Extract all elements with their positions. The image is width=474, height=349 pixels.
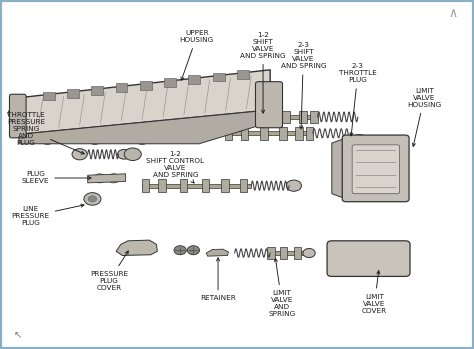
Circle shape	[118, 149, 131, 159]
Text: UPPER
HOUSING: UPPER HOUSING	[180, 30, 214, 80]
Bar	[221, 179, 229, 192]
Circle shape	[88, 135, 101, 144]
Circle shape	[338, 255, 349, 262]
Polygon shape	[116, 240, 157, 255]
Circle shape	[88, 196, 97, 202]
Circle shape	[93, 174, 106, 183]
Circle shape	[257, 96, 281, 113]
Bar	[67, 89, 79, 98]
Circle shape	[14, 123, 21, 128]
Bar	[91, 86, 103, 95]
Circle shape	[84, 193, 101, 205]
Bar	[262, 111, 270, 123]
Bar	[240, 179, 247, 192]
Text: ∧: ∧	[448, 7, 457, 20]
Bar	[142, 184, 251, 188]
Bar	[237, 70, 249, 79]
Polygon shape	[332, 138, 346, 199]
Bar	[140, 81, 152, 90]
Circle shape	[72, 149, 87, 160]
Text: 2-3
SHIFT
VALVE
AND SPRING: 2-3 SHIFT VALVE AND SPRING	[281, 42, 326, 129]
Polygon shape	[19, 70, 270, 134]
Bar	[306, 127, 313, 140]
Text: RETAINER: RETAINER	[200, 258, 236, 302]
Bar	[310, 111, 318, 123]
Text: ↖: ↖	[14, 330, 22, 340]
Text: 1-2
SHIFT
VALVE
AND SPRING: 1-2 SHIFT VALVE AND SPRING	[240, 32, 286, 113]
Bar	[267, 247, 275, 259]
Bar	[299, 111, 307, 123]
Bar	[213, 73, 225, 81]
Bar	[225, 127, 232, 140]
Circle shape	[341, 257, 346, 260]
Bar	[283, 111, 290, 123]
Text: LIMIT
VALVE
AND
SPRING: LIMIT VALVE AND SPRING	[268, 259, 296, 317]
Circle shape	[108, 174, 120, 183]
Circle shape	[286, 180, 301, 191]
Bar	[43, 91, 55, 100]
Circle shape	[377, 257, 382, 260]
Bar	[164, 78, 176, 87]
FancyBboxPatch shape	[352, 145, 400, 194]
Text: 1-2
SHIFT CONTROL
VALVE
AND SPRING: 1-2 SHIFT CONTROL VALVE AND SPRING	[146, 150, 204, 183]
Circle shape	[13, 110, 22, 117]
Text: LIMIT
VALVE
HOUSING: LIMIT VALVE HOUSING	[407, 88, 441, 146]
Circle shape	[187, 246, 200, 255]
Polygon shape	[206, 249, 228, 256]
Text: PLUG
SLEEVE: PLUG SLEEVE	[22, 171, 91, 185]
Bar	[241, 127, 248, 140]
Text: THROTTLE
PRESSURE
SPRING
AND
PLUG: THROTTLE PRESSURE SPRING AND PLUG	[7, 112, 84, 154]
Bar	[201, 179, 209, 192]
Bar	[180, 179, 187, 192]
FancyBboxPatch shape	[9, 94, 26, 138]
FancyBboxPatch shape	[255, 82, 283, 128]
Bar	[269, 251, 305, 255]
Bar	[294, 247, 301, 259]
Text: PRESSURE
PLUG
COVER: PRESSURE PLUG COVER	[90, 251, 128, 291]
Circle shape	[136, 135, 149, 144]
Circle shape	[10, 96, 25, 107]
FancyBboxPatch shape	[327, 241, 410, 276]
Bar	[188, 75, 200, 84]
Text: LINE
PRESSURE
PLUG: LINE PRESSURE PLUG	[12, 204, 84, 227]
Bar	[225, 115, 318, 119]
Bar	[242, 111, 249, 123]
Bar	[295, 127, 302, 140]
Circle shape	[393, 255, 403, 262]
Circle shape	[8, 106, 27, 120]
Polygon shape	[19, 110, 270, 144]
Circle shape	[374, 255, 384, 262]
Circle shape	[10, 120, 25, 131]
Text: LIMIT
VALVE
COVER: LIMIT VALVE COVER	[362, 271, 387, 314]
Circle shape	[124, 148, 141, 161]
Circle shape	[14, 98, 21, 104]
Bar	[158, 179, 165, 192]
Circle shape	[355, 140, 364, 147]
Circle shape	[174, 246, 186, 255]
Circle shape	[264, 101, 275, 109]
Text: 2-3
THROTTLE
PLUG: 2-3 THROTTLE PLUG	[339, 63, 377, 136]
Bar	[280, 247, 287, 259]
Bar	[225, 131, 313, 135]
Bar	[260, 127, 267, 140]
Bar	[142, 179, 149, 192]
Circle shape	[348, 135, 371, 151]
Circle shape	[396, 257, 401, 260]
FancyBboxPatch shape	[342, 135, 409, 202]
Polygon shape	[88, 174, 126, 183]
Circle shape	[358, 257, 363, 260]
Circle shape	[41, 135, 54, 144]
Circle shape	[303, 248, 315, 258]
Bar	[116, 83, 128, 92]
Bar	[225, 111, 233, 123]
Bar	[279, 127, 287, 140]
Circle shape	[355, 255, 365, 262]
